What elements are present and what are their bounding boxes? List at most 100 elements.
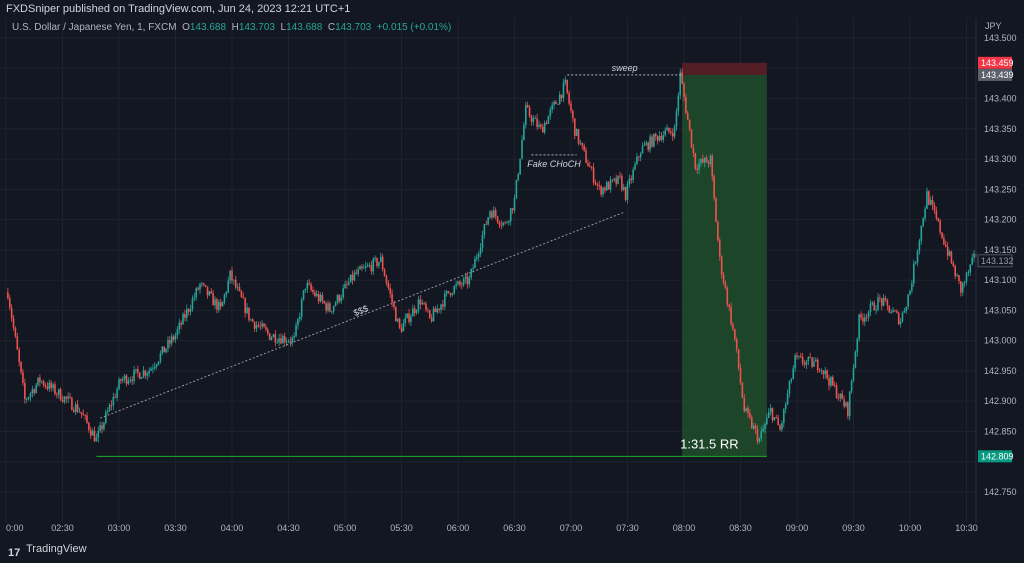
price-tick: 143.300 (984, 154, 1017, 164)
candle-body (519, 158, 521, 175)
candle-body (8, 298, 11, 308)
candle-body (523, 124, 525, 140)
candle-body (890, 312, 892, 314)
candle-body (137, 369, 139, 373)
candle-body (709, 155, 712, 165)
price-chart[interactable]: sweep Fake CHoCH $$$ 1:31.5 RR JPY 143.500 143… (0, 18, 1024, 540)
candle-body (29, 393, 32, 398)
candle-body (570, 103, 572, 111)
candle-body (415, 310, 418, 313)
candle-body (562, 83, 565, 99)
candle-body (187, 309, 190, 312)
candle-body (630, 178, 633, 181)
candle-body (509, 208, 512, 222)
candle-body (118, 379, 120, 390)
publish-text: FXDSniper published on TradingView.com, … (6, 3, 351, 15)
candle-body (564, 79, 567, 84)
candle-body (447, 291, 450, 294)
candle-body (346, 284, 348, 285)
candle-body (270, 337, 273, 340)
candle-body (268, 333, 271, 340)
candle-body (349, 274, 352, 283)
candle-body (65, 396, 68, 399)
candle-body (694, 153, 697, 169)
candle-body (428, 310, 431, 319)
candle-body (97, 430, 100, 438)
candle-body (481, 234, 484, 248)
candle-body (483, 224, 486, 235)
candle-body (553, 101, 555, 106)
footer: 17 TradingView (0, 540, 1024, 559)
candle-body (108, 404, 111, 411)
candle-body (135, 369, 137, 371)
candle-body (477, 253, 480, 258)
price-label: 143.132 (981, 256, 1014, 266)
candle-body (707, 162, 710, 165)
candle-body (751, 417, 753, 429)
candle-body (112, 396, 115, 406)
candle-body (617, 175, 619, 184)
candle-body (86, 415, 88, 423)
candle-body (276, 342, 278, 344)
close-value: 143.703 (335, 22, 372, 33)
candle-body (468, 277, 471, 285)
candle-body (176, 329, 179, 336)
candle-body (573, 118, 576, 136)
candle-body (242, 297, 245, 299)
candle-body (737, 349, 740, 369)
candle-body (532, 118, 535, 122)
candle-body (54, 384, 56, 395)
candle-body (231, 270, 233, 281)
candle-body (400, 327, 403, 332)
candle-body (517, 174, 520, 180)
candle-body (123, 375, 126, 380)
candle-body (971, 257, 973, 265)
low-label: L (280, 22, 287, 33)
candle-body (46, 386, 49, 389)
candle-body (329, 303, 331, 312)
candle-body (370, 265, 373, 272)
candle-body (626, 183, 629, 200)
candle-body (395, 307, 397, 322)
candle-body (504, 222, 506, 224)
candle-body (594, 182, 597, 185)
candle-body (935, 210, 938, 219)
candle-body (327, 303, 329, 311)
candle-body (762, 428, 764, 432)
candle-body (282, 336, 284, 344)
candle-body (442, 304, 444, 307)
candle-body (125, 375, 128, 384)
candle-body (218, 302, 220, 310)
candle-body (852, 367, 855, 381)
candle-body (189, 309, 192, 312)
time-tick: 06:30 (503, 523, 526, 533)
candle-body (387, 282, 390, 288)
candle-body (304, 288, 307, 291)
candle-body (858, 314, 860, 339)
candle-body (946, 246, 949, 256)
candle-body (263, 323, 265, 328)
candle-body (777, 417, 779, 426)
candle-body (717, 222, 719, 241)
candle-body (398, 318, 401, 328)
candle-body (604, 187, 606, 191)
candle-body (641, 146, 644, 154)
candle-body (212, 293, 214, 306)
candle-body (402, 322, 405, 332)
candle-body (555, 101, 557, 104)
candle-body (234, 279, 237, 288)
candle-body (202, 283, 205, 285)
candle-body (408, 313, 410, 322)
candle-body (664, 130, 666, 136)
candle-body (201, 283, 203, 285)
candle-body (61, 400, 64, 402)
candle-body (726, 288, 729, 305)
candle-body (459, 281, 461, 285)
candle-body (289, 341, 292, 343)
candle-body (954, 266, 956, 277)
candle-body (735, 339, 738, 350)
price-tick: 143.200 (984, 215, 1017, 225)
candle-body (914, 262, 917, 264)
candle-body (741, 382, 744, 398)
candle-body (754, 425, 757, 430)
